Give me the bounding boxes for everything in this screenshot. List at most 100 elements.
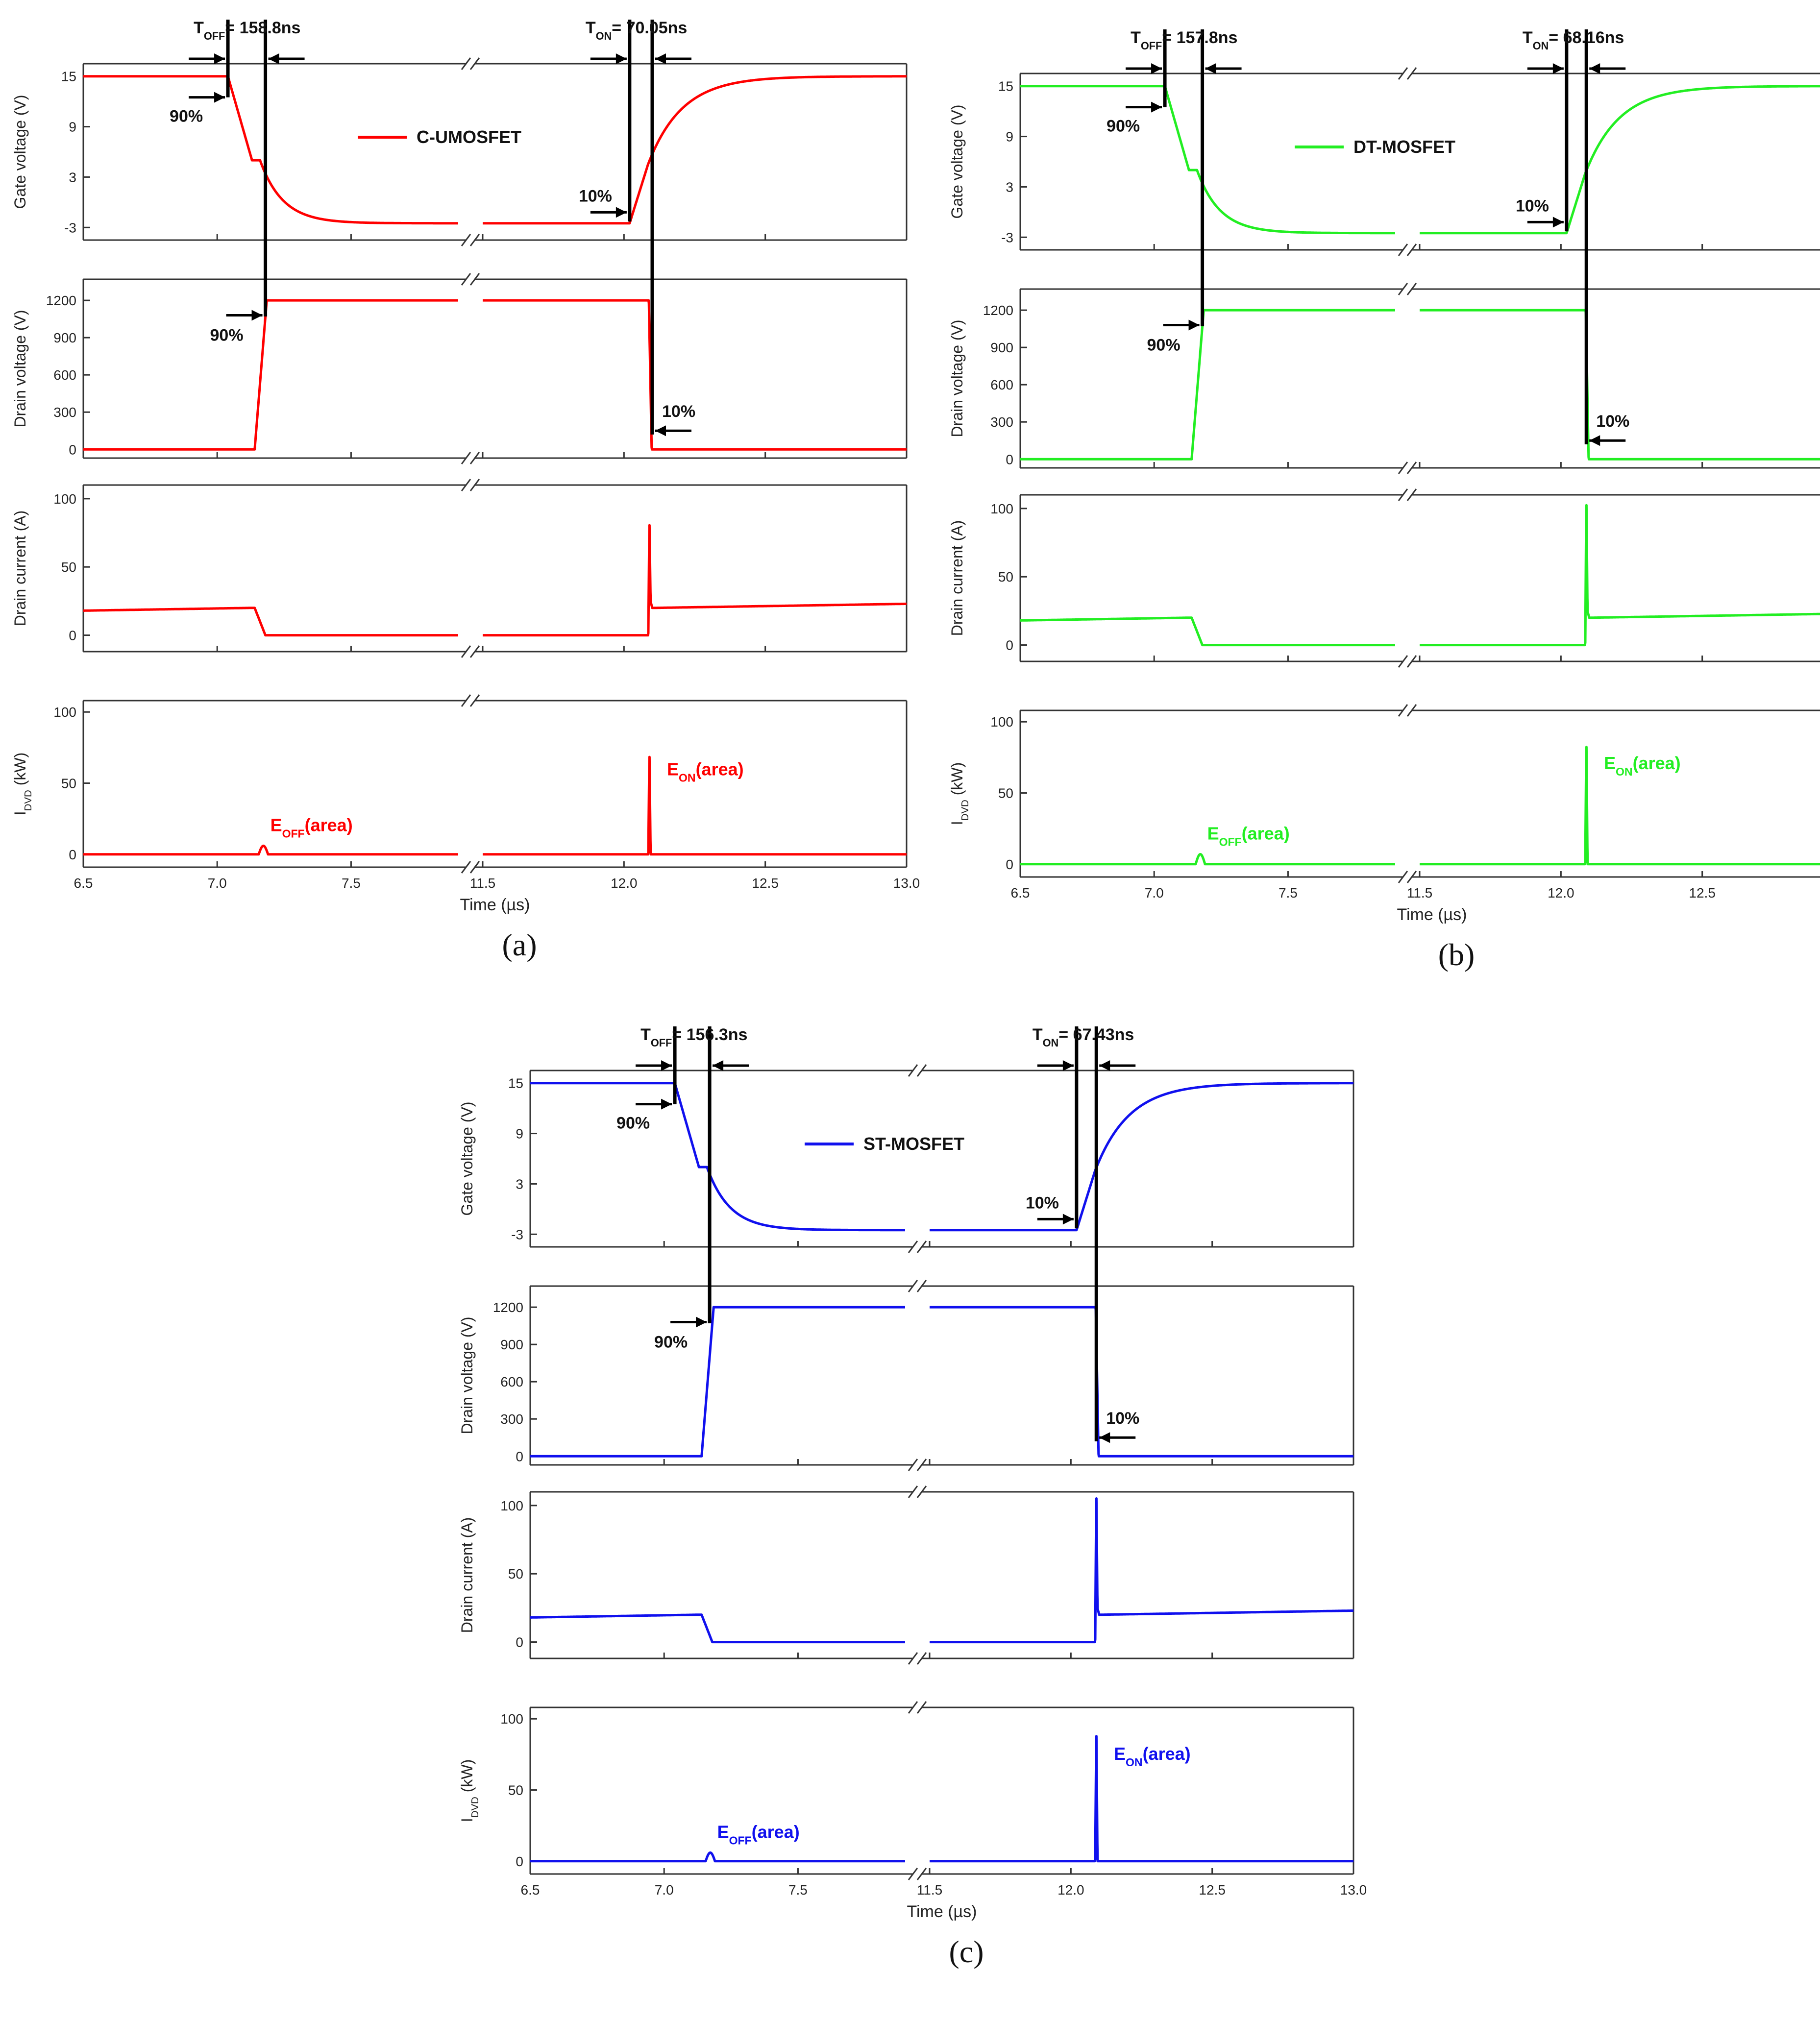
y-tick-label: 600 (53, 367, 76, 383)
waveform-drain_v-seg2 (482, 299, 908, 451)
waveform-power-seg2 (1419, 746, 1820, 866)
eoff-label: EOFF(area) (271, 815, 353, 840)
axis-break-mark (469, 861, 480, 874)
axis-break-mark (908, 1064, 918, 1077)
waveform-power-seg1 (529, 1851, 906, 1863)
y-tick-label: 100 (53, 705, 76, 720)
axis-break-mark (1406, 67, 1417, 80)
y-tick-label: 50 (508, 1566, 523, 1582)
axis-break-mark (908, 1485, 918, 1498)
axis-break-mark (1398, 488, 1408, 501)
subplot-drain_i: 100 50 0 Drain current (A) (948, 488, 1820, 668)
gate-90pct-label: 90% (170, 107, 203, 126)
y-tick-label: 900 (53, 330, 76, 345)
waveform-gate-seg2 (482, 75, 908, 225)
y-axis-title: Drain voltage (V) (11, 310, 29, 427)
waveform-power-seg2 (929, 1735, 1354, 1863)
axis-break-mark (461, 861, 471, 874)
y-tick-label: 50 (998, 786, 1013, 801)
y-tick-label: -3 (1001, 230, 1013, 245)
axis-break-mark (1398, 655, 1408, 668)
y-tick-label: 0 (1006, 857, 1013, 872)
axis-break-mark (916, 1868, 927, 1880)
y-tick-label: 900 (990, 340, 1013, 355)
axis-break-mark (1406, 704, 1417, 717)
drain-90pct-arrow-head (696, 1316, 707, 1328)
waveform-drain_i-seg1 (82, 607, 459, 637)
drain-90pct-arrow-head (1188, 319, 1200, 331)
eoff-label: EOFF(area) (717, 1822, 800, 1847)
x-axis-title: Time (µs) (1397, 905, 1467, 924)
y-axis-title: Drain current (A) (458, 1517, 476, 1633)
axis-break-mark (469, 452, 480, 464)
toff-arrow-left-head (214, 53, 225, 64)
subplot-drain_v: 1200 900 600 300 0 Drain voltage (V) (11, 273, 908, 464)
waveform-drain_v-seg1 (529, 1306, 906, 1458)
y-axis-title: Gate voltage (V) (11, 95, 29, 209)
y-tick-label: -3 (511, 1227, 523, 1242)
axis-break-mark (1406, 283, 1417, 295)
y-tick-label: 100 (500, 1711, 523, 1727)
gate-90pct-arrow-head (661, 1098, 672, 1110)
ton-arrow-left-head (1552, 63, 1564, 74)
axis-break-mark (908, 1280, 918, 1292)
waveform-power-seg1 (1019, 853, 1396, 866)
y-tick-label: 600 (990, 377, 1013, 392)
y-tick-label: 9 (69, 120, 76, 135)
axis-break-mark (469, 57, 480, 70)
waveform-gate-seg1 (82, 75, 459, 225)
eon-label: EON(area) (1604, 753, 1681, 778)
gate-90pct-label: 90% (1107, 117, 1140, 136)
y-axis-title: IDVD (kW) (948, 762, 971, 826)
x-tick-label: 13.0 (893, 876, 920, 891)
gate-90pct-arrow-head (214, 92, 225, 103)
y-tick-label: 0 (516, 1635, 523, 1650)
y-tick-label: 300 (53, 405, 76, 420)
y-tick-label: 50 (61, 776, 76, 791)
eoff-label: EOFF(area) (1207, 824, 1290, 849)
y-tick-label: 1200 (493, 1300, 523, 1315)
y-tick-label: 100 (990, 714, 1013, 730)
y-tick-label: 0 (1006, 638, 1013, 653)
drain-90pct-arrow-head (251, 310, 263, 321)
y-tick-label: 9 (516, 1126, 523, 1142)
axis-break-mark (1398, 67, 1408, 80)
x-tick-label: 12.0 (611, 876, 638, 891)
axis-break-mark (1398, 243, 1408, 256)
panel-b: 15 9 3 -3 Gate voltage (V) 1200 900 600 300 0 Drai… (948, 28, 1820, 972)
drain-90pct-label: 90% (210, 326, 244, 345)
y-tick-label: 900 (500, 1337, 523, 1352)
waveform-drain_i-seg1 (529, 1613, 906, 1644)
x-tick-label: 12.5 (1199, 1882, 1226, 1898)
waveform-drain_i-seg2 (1419, 504, 1820, 647)
x-tick-label: 7.5 (788, 1882, 808, 1898)
axis-break-mark (469, 479, 480, 491)
gate-10pct-label: 10% (1026, 1193, 1059, 1212)
drain-10pct-label: 10% (1596, 412, 1629, 431)
y-tick-label: 1200 (46, 293, 76, 308)
x-tick-label: 6.5 (521, 1882, 540, 1898)
y-tick-label: 15 (508, 1076, 523, 1091)
drain-10pct-arrow-head (1099, 1432, 1110, 1443)
drain-10pct-arrow-head (655, 425, 666, 437)
x-tick-label: 7.0 (1145, 885, 1164, 900)
y-tick-label: 3 (1006, 179, 1013, 195)
y-tick-label: 300 (990, 414, 1013, 430)
y-tick-label: 50 (61, 560, 76, 575)
y-tick-label: 0 (69, 628, 76, 643)
axis-break-mark (469, 273, 480, 286)
y-tick-label: 50 (508, 1783, 523, 1798)
x-axis-title: Time (µs) (460, 896, 530, 914)
axis-break-mark (916, 1652, 927, 1665)
x-axis-title: Time (µs) (907, 1902, 977, 1921)
subplot-drain_i: 100 50 0 Drain current (A) (458, 1485, 1354, 1665)
y-tick-label: 3 (69, 170, 76, 185)
x-tick-label: 6.5 (1011, 885, 1030, 900)
gate-90pct-arrow-head (1151, 101, 1162, 113)
axis-break-mark (1406, 243, 1417, 256)
axis-break-mark (1398, 704, 1408, 717)
ton-label: TON= 68.16ns (1523, 28, 1624, 52)
y-axis-title: Gate voltage (V) (948, 105, 966, 219)
gate-10pct-arrow-head (1062, 1214, 1074, 1225)
axis-break-mark (908, 1701, 918, 1714)
